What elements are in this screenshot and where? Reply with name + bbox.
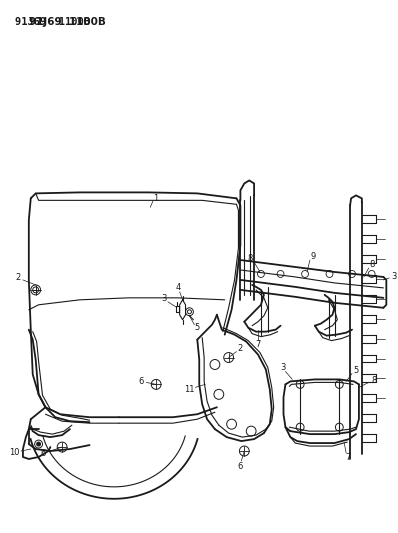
Text: 9: 9 bbox=[310, 252, 316, 261]
Text: 6: 6 bbox=[238, 463, 243, 472]
Text: 10: 10 bbox=[9, 448, 20, 457]
Text: 3: 3 bbox=[280, 363, 285, 372]
Text: 3: 3 bbox=[391, 272, 397, 281]
Text: 2: 2 bbox=[238, 344, 243, 353]
Text: 7: 7 bbox=[256, 340, 261, 349]
Text: 91J69  1100B: 91J69 1100B bbox=[29, 17, 106, 27]
Circle shape bbox=[37, 442, 41, 446]
Text: 6: 6 bbox=[139, 377, 144, 386]
Text: 3: 3 bbox=[161, 294, 167, 303]
Text: 2: 2 bbox=[16, 273, 21, 282]
Text: 4: 4 bbox=[176, 284, 181, 293]
Text: 5: 5 bbox=[195, 323, 200, 332]
Text: 91J69  1100B: 91J69 1100B bbox=[15, 17, 90, 27]
Text: 8: 8 bbox=[248, 254, 253, 263]
Text: 1: 1 bbox=[154, 194, 159, 203]
Text: 6: 6 bbox=[41, 449, 46, 457]
Text: 8: 8 bbox=[369, 260, 375, 269]
Text: 11: 11 bbox=[184, 385, 195, 394]
Text: 7: 7 bbox=[345, 453, 351, 462]
Text: 8: 8 bbox=[372, 376, 377, 385]
Text: 5: 5 bbox=[353, 366, 359, 375]
